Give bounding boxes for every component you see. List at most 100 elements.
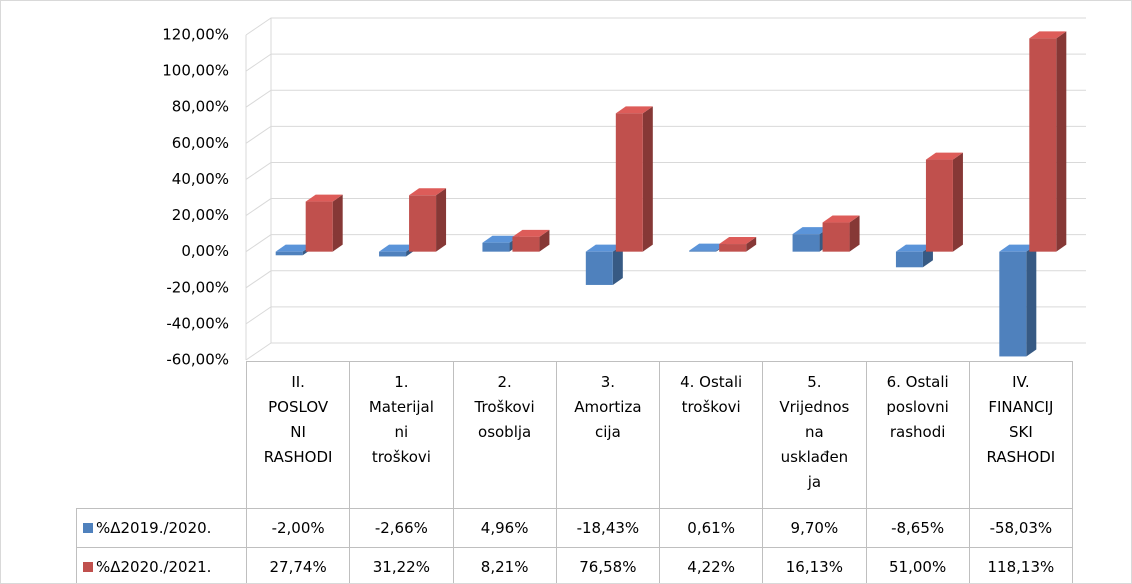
bar-side xyxy=(642,106,653,252)
bar-top xyxy=(275,244,313,252)
bar-front xyxy=(822,222,850,252)
y-tick-label: 80,00% xyxy=(172,98,229,116)
bar-front xyxy=(925,159,953,252)
grid-line xyxy=(245,125,1086,144)
bar xyxy=(792,227,830,252)
bar-front xyxy=(482,242,510,252)
grid-line xyxy=(245,270,1086,289)
bar xyxy=(895,244,933,268)
bar xyxy=(305,194,343,252)
bar-side xyxy=(436,188,447,252)
grid-line xyxy=(245,342,1086,361)
bar xyxy=(822,215,860,252)
bar-top xyxy=(925,152,963,160)
y-tick-label: 60,00% xyxy=(172,134,229,152)
value-label: -8,65% xyxy=(865,508,970,548)
bar-front xyxy=(792,234,820,252)
bar-front xyxy=(275,251,303,256)
bar-top xyxy=(822,215,860,223)
bar-top xyxy=(585,244,623,252)
grid-line xyxy=(245,161,1086,180)
category-label: 4. Ostali troškovi xyxy=(658,361,764,509)
value-label: 51,00% xyxy=(865,547,970,583)
grid-line xyxy=(245,89,1086,108)
bar-front xyxy=(1029,38,1057,252)
bar xyxy=(409,188,447,252)
series-row: %Δ2020./2021. 27,74% 31,22% 8,21% 76,58% 4,22… xyxy=(76,547,1074,583)
legend-swatch xyxy=(83,523,93,533)
y-tick-label: 40,00% xyxy=(172,170,229,188)
bar-front xyxy=(305,201,333,252)
value-label: 16,13% xyxy=(762,547,867,583)
legend-entry: %Δ2020./2021. xyxy=(76,547,247,583)
bar-front xyxy=(585,251,613,285)
category-label: 6. Ostali poslovni rashodi xyxy=(865,361,970,509)
value-label: 31,22% xyxy=(349,547,454,583)
grid-line xyxy=(245,306,1086,325)
category-label: IV. FINANCIJSKI RASHODI xyxy=(968,361,1074,509)
value-label: -18,43% xyxy=(555,508,661,548)
bar-top xyxy=(895,244,933,252)
bar-side xyxy=(332,194,343,252)
value-label: 8,21% xyxy=(452,547,557,583)
grid-line xyxy=(245,53,1086,72)
bar-front xyxy=(689,250,717,252)
bar-top xyxy=(409,188,447,196)
bar-top xyxy=(512,229,550,237)
value-label: -2,00% xyxy=(245,508,351,548)
value-label: 9,70% xyxy=(762,508,867,548)
bar-top xyxy=(482,235,520,243)
value-label: 0,61% xyxy=(658,508,764,548)
bar-front xyxy=(999,251,1027,357)
value-label: -2,66% xyxy=(349,508,454,548)
bar-top xyxy=(689,243,727,251)
legend-label: %Δ2019./2020. xyxy=(96,519,212,537)
value-label: 4,96% xyxy=(452,508,557,548)
category-label: 5. Vrijednosna usklađenja xyxy=(762,361,867,509)
bar-top xyxy=(792,227,830,235)
bar-side xyxy=(746,237,757,252)
bar-front xyxy=(409,195,437,252)
value-label: 4,22% xyxy=(658,547,764,583)
bar-front xyxy=(512,236,540,252)
value-label: 76,58% xyxy=(555,547,661,583)
bar xyxy=(1029,31,1067,252)
y-tick-label: 20,00% xyxy=(172,206,229,224)
series-row: %Δ2019./2020. -2,00% -2,66% 4,96% -18,43% 0,6… xyxy=(76,508,1074,548)
legend-entry: %Δ2019./2020. xyxy=(76,508,247,548)
bar xyxy=(999,244,1037,357)
bar-side xyxy=(952,152,963,252)
bar-front xyxy=(719,244,747,252)
bar-top xyxy=(615,106,653,114)
grid-line xyxy=(245,198,1086,216)
bar xyxy=(925,152,963,252)
bar xyxy=(512,229,550,252)
bar-side xyxy=(1026,244,1037,357)
bar-front xyxy=(895,251,923,268)
legend-label: %Δ2020./2021. xyxy=(96,558,212,576)
bar xyxy=(719,237,757,252)
category-label: II. POSLOVNI RASHODI xyxy=(245,361,351,509)
category-label: 2. Troškovi osoblja xyxy=(452,361,557,509)
y-tick-label: -20,00% xyxy=(166,278,229,296)
y-tick-label: 120,00% xyxy=(162,26,229,44)
y-tick-label: -40,00% xyxy=(166,314,229,332)
value-label: 118,13% xyxy=(968,547,1074,583)
bar-top xyxy=(379,244,417,252)
bar-top xyxy=(305,194,343,202)
grid-line xyxy=(245,17,1086,36)
bar-side xyxy=(849,215,860,252)
header-row: II. POSLOVNI RASHODI 1. Materijalni trošk… xyxy=(76,361,1074,509)
data-table: II. POSLOVNI RASHODI 1. Materijalni trošk… xyxy=(76,361,1074,583)
category-label: 3. Amortizacija xyxy=(555,361,661,509)
bar-side xyxy=(539,229,550,252)
value-label: 27,74% xyxy=(245,547,351,583)
bar-side xyxy=(612,244,623,285)
bar-top xyxy=(719,237,757,245)
bar-front xyxy=(379,251,407,257)
legend-swatch xyxy=(83,562,93,572)
value-label: -58,03% xyxy=(968,508,1074,548)
bar-front xyxy=(615,113,643,252)
